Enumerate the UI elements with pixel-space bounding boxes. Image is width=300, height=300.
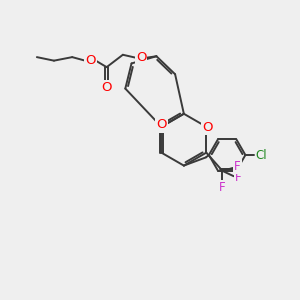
Text: O: O [136, 51, 146, 64]
Text: O: O [85, 54, 96, 67]
Text: Cl: Cl [256, 148, 267, 161]
Text: O: O [202, 121, 213, 134]
Text: O: O [101, 81, 112, 94]
Text: F: F [235, 171, 242, 184]
Text: F: F [219, 181, 226, 194]
Text: F: F [234, 160, 241, 173]
Text: O: O [156, 118, 167, 131]
